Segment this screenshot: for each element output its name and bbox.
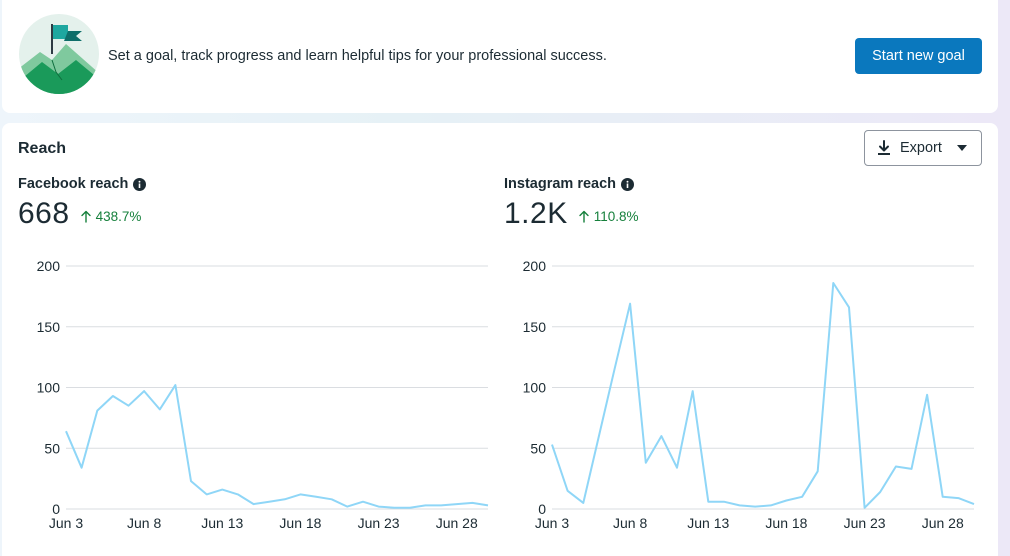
- y-tick-label: 150: [523, 319, 547, 335]
- facebook-reach-value: 668: [18, 197, 70, 230]
- x-tick-label: Jun 28: [436, 515, 478, 531]
- goal-banner-text: Set a goal, track progress and learn hel…: [108, 48, 607, 64]
- instagram-reach-value: 1.2K: [504, 197, 568, 230]
- x-tick-label: Jun 18: [279, 515, 321, 531]
- y-tick-label: 200: [37, 258, 61, 274]
- instagram-reach-line-chart: 0 50 100 150 200 Jun 3 Jun 8 Jun 13 Jun 18 Jun 23…: [523, 258, 975, 531]
- info-icon[interactable]: [621, 177, 635, 191]
- arrow-up-icon: [80, 210, 91, 223]
- facebook-reach-chart: 0 50 100 150 200 Jun 3 Jun 8 Jun 13 Jun 18 Jun 23…: [18, 253, 494, 548]
- goal-banner: Set a goal, track progress and learn hel…: [2, 0, 998, 113]
- facebook-reach-change: 438.7%: [80, 209, 142, 224]
- y-tick-label: 200: [523, 258, 547, 274]
- facebook-reach-label: Facebook reach: [18, 176, 129, 192]
- download-icon: [878, 140, 890, 155]
- instagram-reach-change-value: 110.8%: [593, 209, 639, 224]
- arrow-up-icon: [579, 210, 589, 223]
- instagram-reach-label: Instagram reach: [504, 176, 617, 192]
- x-tick-label: Jun 13: [687, 515, 729, 531]
- x-tick-label: Jun 23: [358, 515, 400, 531]
- y-tick-label: 100: [37, 380, 61, 396]
- mountain-flag-icon: [19, 14, 99, 94]
- instagram-reach-metric: Instagram reach 1.2K 110.8%: [504, 176, 639, 231]
- series-line: [551, 282, 975, 509]
- y-tick-label: 0: [52, 501, 60, 517]
- facebook-reach-metric: Facebook reach 668 438.7%: [18, 176, 147, 231]
- x-tick-label: Jun 28: [922, 515, 964, 531]
- caret-down-icon: [956, 145, 967, 151]
- instagram-reach-chart: 0 50 100 150 200 Jun 3 Jun 8 Jun 13 Jun 18 Jun 23…: [504, 253, 980, 548]
- x-tick-label: Jun 3: [49, 515, 83, 531]
- x-tick-label: Jun 8: [613, 515, 647, 531]
- x-tick-label: Jun 23: [844, 515, 886, 531]
- y-tick-label: 50: [44, 440, 60, 456]
- y-tick-label: 150: [37, 319, 61, 335]
- instagram-reach-change: 110.8%: [578, 209, 639, 224]
- y-tick-label: 50: [530, 440, 546, 456]
- facebook-reach-line-chart: 0 50 100 150 200 Jun 3 Jun 8 Jun 13 Jun 18 Jun 23…: [37, 258, 489, 531]
- x-tick-label: Jun 13: [201, 515, 243, 531]
- y-tick-label: 0: [538, 501, 546, 517]
- y-tick-label: 100: [523, 380, 547, 396]
- info-icon[interactable]: [133, 177, 147, 191]
- x-tick-label: Jun 8: [127, 515, 161, 531]
- start-new-goal-button[interactable]: Start new goal: [855, 38, 982, 74]
- export-label: Export: [900, 140, 942, 156]
- reach-card: Reach Export Facebook reach 668: [2, 123, 998, 556]
- reach-title: Reach: [18, 140, 67, 157]
- x-tick-label: Jun 3: [535, 515, 569, 531]
- x-tick-label: Jun 18: [765, 515, 807, 531]
- facebook-reach-change-value: 438.7%: [95, 209, 142, 224]
- series-line: [65, 384, 489, 509]
- export-dropdown-button[interactable]: Export: [864, 130, 982, 166]
